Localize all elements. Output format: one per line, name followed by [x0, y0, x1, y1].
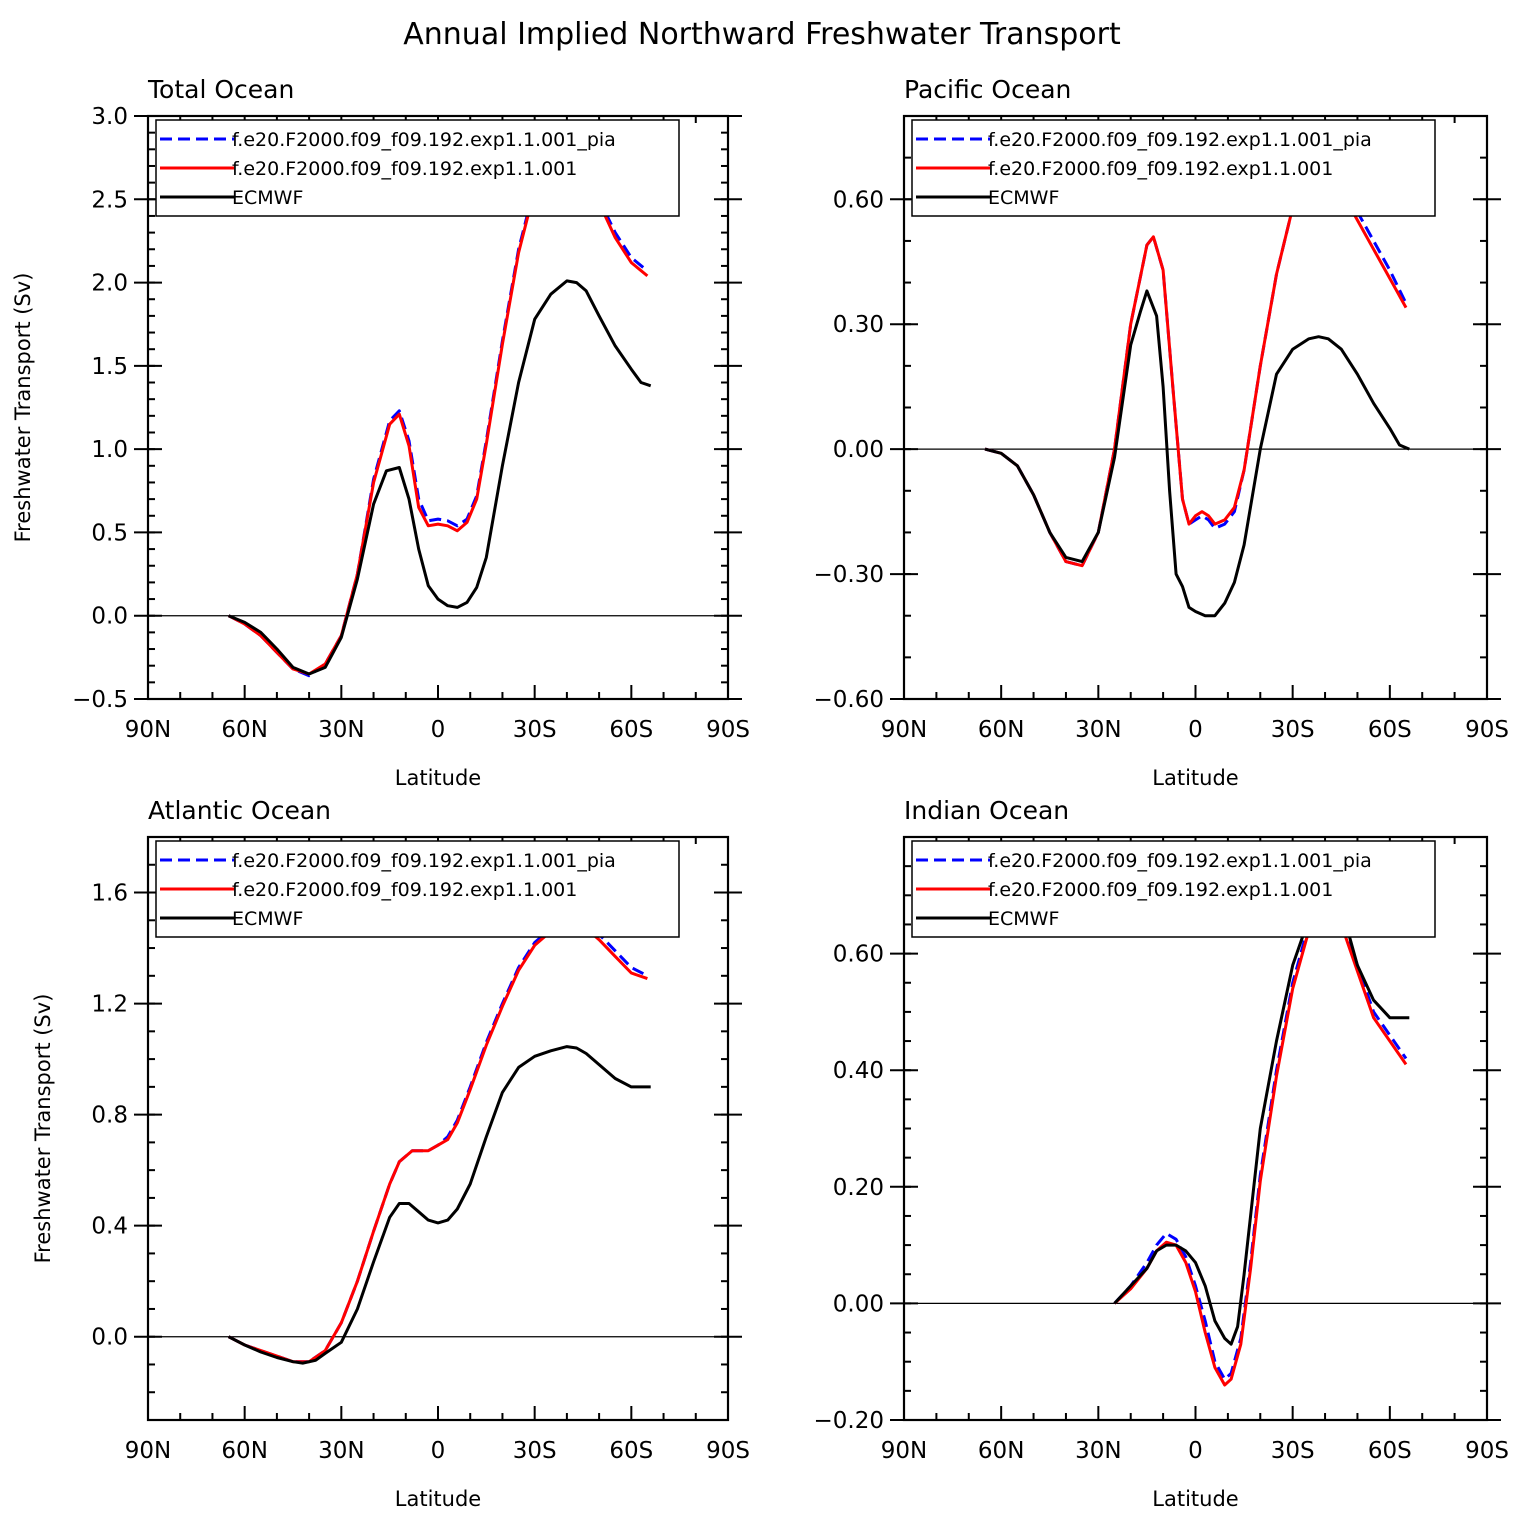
x-tick-label: 60S	[609, 717, 653, 743]
y-tick-label: 0.0	[91, 1325, 128, 1351]
y-tick-label: 0.60	[833, 942, 884, 968]
series-line-ecmwf	[1113, 888, 1410, 1346]
x-tick-label: 30S	[513, 717, 557, 743]
y-axis-label: Freshwater Transport (Sv)	[11, 273, 35, 543]
x-tick-label: 90N	[125, 1438, 171, 1464]
figure-title: Annual Implied Northward Freshwater Tran…	[403, 17, 1121, 52]
series-line-ecmwf	[984, 289, 1410, 618]
x-tick-label: 30N	[318, 1438, 364, 1464]
plot-frame	[902, 835, 1489, 1422]
x-tick-label: 30N	[1075, 717, 1121, 743]
y-tick-label: 0.8	[91, 1103, 128, 1129]
y-tick-label: 0.00	[833, 437, 884, 463]
series-line-ecmwf	[228, 279, 652, 676]
x-tick-label: 30S	[1271, 717, 1315, 743]
series-line-exp	[227, 921, 648, 1364]
chart-panel: 90N 60N 30N 0 30S 60S 90S 0.0 0.4 0.8 1.2 1.6 f.e20.…	[31, 796, 750, 1511]
legend-box	[155, 119, 680, 217]
chart-panel: 90N 60N 30N 0 30S 60S 90S −0.5 0.0 0.5 1.0 1.5 2.0 2.…	[11, 75, 750, 790]
x-axis-label: Latitude	[1152, 766, 1238, 790]
y-tick-label: 3.0	[91, 104, 128, 130]
legend-label: f.e20.F2000.f09_f09.192.exp1.1.001_pia	[232, 850, 616, 872]
legend-label: ECMWF	[232, 908, 303, 930]
series-line-exp	[227, 144, 649, 676]
y-tick-label: 0.4	[91, 1214, 128, 1240]
x-tick-label: 90N	[881, 717, 927, 743]
x-tick-label: 60N	[978, 717, 1024, 743]
x-tick-label: 90N	[125, 717, 171, 743]
panel-title: Pacific Ocean	[904, 75, 1071, 104]
y-tick-label: 0.60	[833, 187, 884, 213]
y-tick-label: 0.5	[91, 520, 128, 546]
x-tick-label: 60S	[609, 1438, 653, 1464]
y-tick-label: −0.60	[814, 687, 884, 713]
x-tick-label: 60S	[1368, 1438, 1412, 1464]
x-tick-label: 30N	[1075, 1438, 1121, 1464]
x-tick-label: 0	[1188, 1438, 1203, 1464]
x-tick-label: 0	[1188, 717, 1203, 743]
y-tick-label: 0.0	[91, 604, 128, 630]
series-line-ecmwf	[227, 1045, 651, 1365]
legend-box	[155, 840, 680, 938]
x-tick-label: 90N	[881, 1438, 927, 1464]
x-axis-label: Latitude	[395, 1487, 481, 1511]
plot-frame	[902, 114, 1489, 701]
x-tick-label: 60N	[978, 1438, 1024, 1464]
legend-box	[911, 119, 1436, 217]
legend-label: ECMWF	[988, 187, 1059, 209]
x-axis-label: Latitude	[1152, 1487, 1238, 1511]
legend-label: f.e20.F2000.f09_f09.192.exp1.1.001	[988, 879, 1333, 901]
x-axis-label: Latitude	[395, 766, 481, 790]
plot-frame	[146, 835, 730, 1422]
x-tick-label: 60S	[1368, 717, 1412, 743]
legend-label: f.e20.F2000.f09_f09.192.exp1.1.001	[232, 879, 577, 901]
legend-label: f.e20.F2000.f09_f09.192.exp1.1.001_pia	[988, 850, 1372, 872]
x-tick-label: 90S	[706, 1438, 750, 1464]
y-tick-label: 1.5	[91, 354, 128, 380]
chart-panel: 90N 60N 30N 0 30S 60S 90S −0.60 −0.30 0.00 0.30 0.6…	[814, 75, 1509, 790]
y-tick-label: −0.5	[72, 687, 128, 713]
chart-panel: 90N 60N 30N 0 30S 60S 90S −0.20 0.00 0.20 0.40 0.60…	[814, 796, 1509, 1511]
y-tick-label: 1.6	[91, 881, 128, 907]
plot-frame	[146, 114, 730, 701]
chart-panels: 90N 60N 30N 0 30S 60S 90S −0.5 0.0 0.5 1.0 1.5 2.0 2.…	[11, 75, 1509, 1511]
x-tick-label: 0	[431, 717, 446, 743]
x-tick-label: 90S	[1465, 717, 1509, 743]
series-line-pia	[227, 139, 649, 678]
series-line-exp	[984, 181, 1408, 568]
x-tick-label: 90S	[706, 717, 750, 743]
x-tick-label: 60N	[221, 717, 267, 743]
legend-label: ECMWF	[988, 908, 1059, 930]
y-tick-label: 0.00	[833, 1291, 884, 1317]
y-tick-label: 1.2	[91, 992, 128, 1018]
x-tick-label: 0	[431, 1438, 446, 1464]
y-tick-label: 2.5	[91, 187, 128, 213]
legend-label: f.e20.F2000.f09_f09.192.exp1.1.001	[232, 158, 577, 180]
y-tick-label: 2.0	[91, 271, 128, 297]
y-tick-label: 0.40	[833, 1058, 884, 1084]
series-line-pia	[984, 172, 1408, 568]
series-line-pia	[227, 918, 649, 1364]
x-tick-label: 30N	[318, 717, 364, 743]
legend-label: f.e20.F2000.f09_f09.192.exp1.1.001_pia	[988, 129, 1372, 151]
panel-title: Indian Ocean	[904, 796, 1069, 825]
y-tick-label: 0.20	[833, 1175, 884, 1201]
y-tick-label: −0.30	[814, 562, 884, 588]
legend-label: ECMWF	[232, 187, 303, 209]
y-tick-label: 1.0	[91, 437, 128, 463]
legend-label: f.e20.F2000.f09_f09.192.exp1.1.001	[988, 158, 1333, 180]
x-tick-label: 30S	[1271, 1438, 1315, 1464]
y-axis-label: Freshwater Transport (Sv)	[31, 994, 55, 1264]
y-tick-label: 0.30	[833, 312, 884, 338]
y-tick-label: −0.20	[814, 1408, 884, 1434]
x-tick-label: 60N	[221, 1438, 267, 1464]
panel-title: Total Ocean	[147, 75, 294, 104]
legend-box	[911, 840, 1436, 938]
legend-label: f.e20.F2000.f09_f09.192.exp1.1.001_pia	[232, 129, 616, 151]
x-tick-label: 30S	[513, 1438, 557, 1464]
panel-title: Atlantic Ocean	[148, 796, 331, 825]
x-tick-label: 90S	[1465, 1438, 1509, 1464]
